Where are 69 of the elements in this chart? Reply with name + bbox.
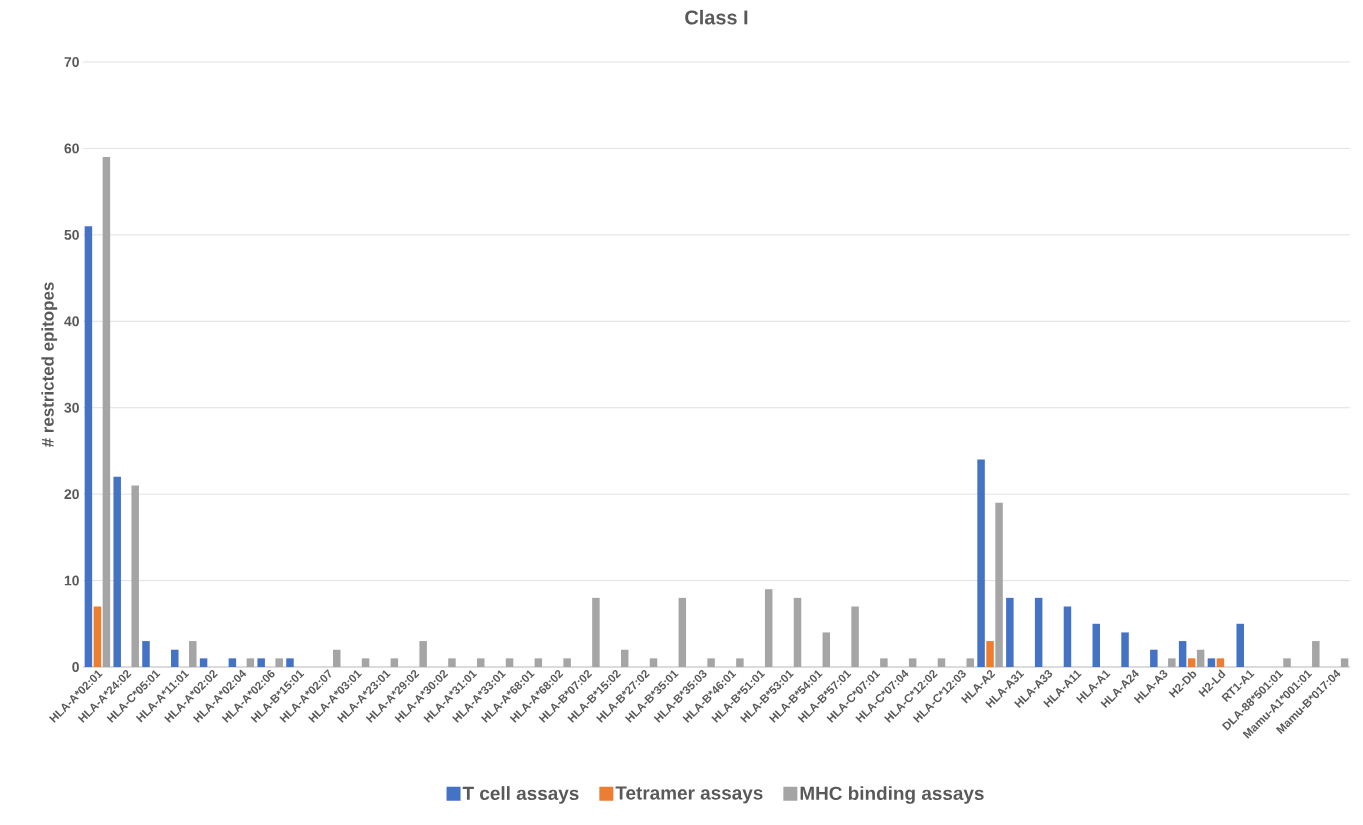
bar xyxy=(189,641,197,667)
bar xyxy=(113,476,121,667)
bar xyxy=(678,597,687,667)
bar xyxy=(286,658,294,667)
bar xyxy=(93,606,102,667)
bar xyxy=(448,658,456,667)
bar xyxy=(707,658,715,667)
bar xyxy=(995,502,1003,667)
bar xyxy=(1006,597,1014,667)
bar xyxy=(102,157,111,667)
bar xyxy=(199,658,208,667)
legend-label: Tetramer assays xyxy=(615,786,763,804)
bar xyxy=(84,226,93,667)
bar xyxy=(649,658,658,667)
y-tick-label: 10 xyxy=(64,575,79,586)
bar xyxy=(563,658,571,667)
bar xyxy=(736,658,744,667)
y-tick-label: 20 xyxy=(64,489,79,500)
bar xyxy=(1196,649,1205,667)
bar xyxy=(1236,623,1244,667)
bar xyxy=(1312,641,1320,667)
legend-label: MHC binding assays xyxy=(800,786,984,804)
bar xyxy=(1092,623,1100,667)
bar xyxy=(171,649,179,667)
bar xyxy=(228,658,237,667)
bar xyxy=(390,658,399,667)
bar xyxy=(476,658,485,667)
bar xyxy=(1207,658,1216,667)
bar xyxy=(142,641,150,667)
bar xyxy=(1340,658,1349,667)
y-axis-title: # restricted epitopes xyxy=(41,282,58,448)
bar xyxy=(966,658,975,667)
bar xyxy=(333,649,341,667)
bar xyxy=(1150,649,1158,667)
bar xyxy=(908,658,917,667)
bar xyxy=(1216,658,1225,667)
y-tick-label: 30 xyxy=(64,402,79,413)
y-tick-label: 70 xyxy=(64,57,79,67)
bar xyxy=(977,459,985,667)
bar xyxy=(937,658,946,667)
bar xyxy=(1187,658,1196,667)
bar xyxy=(880,658,888,667)
chart-title: Class I xyxy=(685,9,748,25)
bar xyxy=(419,641,427,667)
bar xyxy=(592,597,600,667)
bar xyxy=(131,485,139,667)
bar xyxy=(1121,632,1129,667)
bar xyxy=(851,606,859,667)
bar xyxy=(764,589,773,667)
bar xyxy=(1283,658,1291,667)
bar xyxy=(822,632,831,667)
bar xyxy=(534,658,543,667)
bar xyxy=(1063,606,1072,667)
bar xyxy=(257,658,265,667)
bar xyxy=(986,641,994,667)
y-tick-label: 60 xyxy=(64,143,79,154)
legend-label: T cell assays xyxy=(462,786,579,804)
bar xyxy=(275,658,283,667)
bar xyxy=(793,597,802,667)
bar xyxy=(361,658,370,667)
bar xyxy=(505,658,514,667)
bar xyxy=(246,658,255,667)
bar xyxy=(620,649,629,667)
y-tick-label: 0 xyxy=(72,662,79,672)
bar xyxy=(1168,658,1176,667)
y-tick-label: 50 xyxy=(64,229,79,240)
bar xyxy=(1178,641,1187,667)
bar xyxy=(1034,597,1043,667)
y-tick-label: 40 xyxy=(64,316,79,327)
